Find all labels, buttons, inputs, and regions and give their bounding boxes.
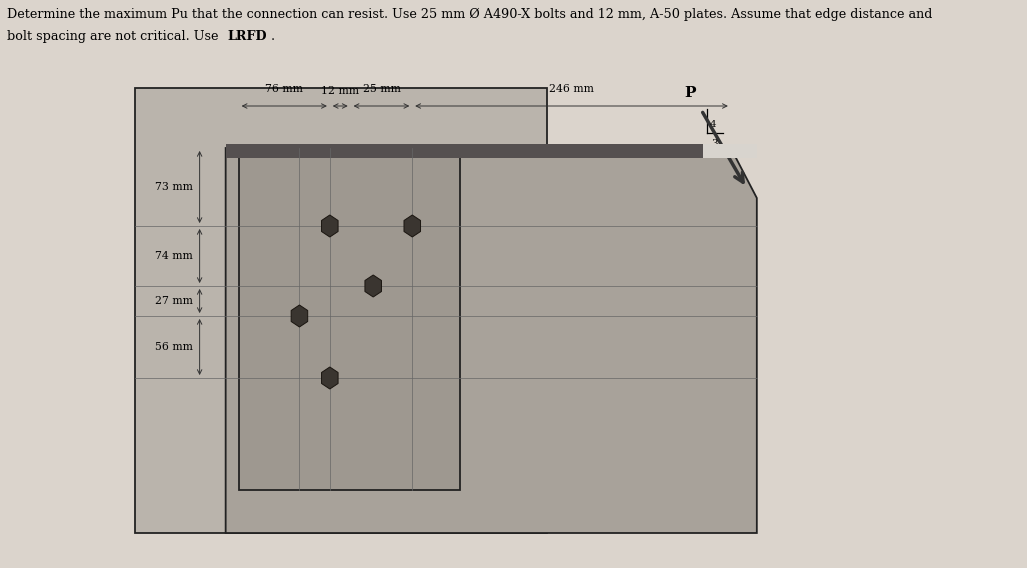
Polygon shape (226, 148, 757, 533)
Text: 3: 3 (712, 139, 718, 148)
Polygon shape (321, 367, 338, 389)
Text: 74 mm: 74 mm (155, 251, 193, 261)
Text: Determine the maximum Pu that the connection can resist. Use 25 mm Ø A490-X bolt: Determine the maximum Pu that the connec… (7, 8, 933, 21)
Bar (703, 144, 757, 158)
Text: LRFD: LRFD (227, 30, 267, 43)
Text: 73 mm: 73 mm (155, 182, 193, 192)
Bar (135, 88, 546, 533)
Text: 76 mm: 76 mm (265, 84, 303, 94)
Text: .: . (271, 30, 275, 43)
Text: 25 mm: 25 mm (363, 84, 401, 94)
Polygon shape (321, 215, 338, 237)
Text: bolt spacing are not critical. Use: bolt spacing are not critical. Use (7, 30, 223, 43)
Text: 12 mm: 12 mm (321, 86, 359, 96)
Text: 56 mm: 56 mm (155, 342, 193, 352)
Text: 27 mm: 27 mm (155, 296, 193, 306)
Bar (226, 144, 757, 158)
Polygon shape (404, 215, 420, 237)
Text: P: P (684, 86, 695, 100)
Polygon shape (292, 305, 308, 327)
Text: 4: 4 (710, 120, 717, 129)
Bar (238, 148, 460, 490)
Text: 246 mm: 246 mm (549, 84, 594, 94)
Polygon shape (365, 275, 381, 297)
